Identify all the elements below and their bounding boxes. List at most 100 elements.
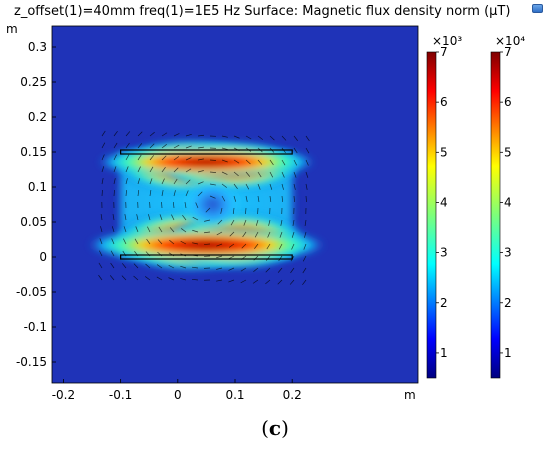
- field-arrow: [197, 158, 204, 161]
- field-arrow: [221, 159, 228, 163]
- field-arrow: [216, 243, 223, 247]
- field-arrow: [161, 132, 168, 137]
- field-arrow: [265, 267, 271, 273]
- field-arrow: [257, 171, 262, 178]
- field-arrow: [156, 276, 163, 281]
- field-arrow: [161, 178, 165, 185]
- y-tick-label: -0.1: [24, 320, 47, 334]
- field-arrow: [134, 238, 139, 245]
- caption-letter: c: [268, 416, 282, 440]
- field-arrow: [221, 195, 226, 202]
- field-arrow: [99, 238, 103, 245]
- field-arrow: [216, 255, 223, 259]
- colorbar-tick-label: 6: [440, 95, 448, 109]
- field-arrow: [145, 263, 151, 269]
- field-arrow: [110, 250, 115, 257]
- field-arrow: [100, 214, 103, 221]
- field-arrow: [197, 191, 203, 197]
- field-arrow: [305, 147, 310, 154]
- field-arrow: [293, 147, 298, 154]
- field-arrow: [269, 171, 274, 178]
- field-arrow: [305, 195, 307, 203]
- field-arrow: [197, 181, 204, 185]
- field-arrow: [281, 159, 286, 166]
- field-arrow: [124, 214, 127, 221]
- field-arrow: [149, 155, 154, 161]
- field-arrow: [137, 178, 141, 185]
- field-arrow: [191, 278, 199, 281]
- field-arrow: [233, 183, 238, 190]
- y-tick-label: -0.15: [16, 355, 47, 369]
- caption-close: ): [281, 416, 289, 440]
- field-arrow: [173, 178, 178, 185]
- colorbar-tick-label: 7: [440, 45, 448, 59]
- field-arrow: [245, 171, 251, 177]
- field-arrow: [111, 226, 115, 233]
- field-arrow: [169, 227, 175, 233]
- field-arrow: [169, 239, 175, 245]
- y-tick-label: 0.15: [20, 145, 47, 159]
- field-arrow: [233, 171, 239, 177]
- field-arrow: [281, 183, 284, 190]
- colorbar-2-gradient: [490, 51, 501, 379]
- field-arrow: [113, 142, 118, 149]
- field-arrow: [240, 267, 247, 272]
- field-arrow: [205, 207, 211, 213]
- colorbar-1-ticks: 1 2 3 4 5 6 7: [440, 45, 448, 360]
- field-arrow: [228, 255, 235, 260]
- field-arrows-layer: [98, 130, 310, 285]
- field-arrow: [293, 183, 296, 190]
- colorbar-tick-label: 2: [440, 296, 448, 310]
- colorbar-tick-label: 1: [440, 346, 448, 360]
- field-arrow: [137, 190, 140, 197]
- field-arrow: [149, 131, 155, 137]
- field-arrow: [257, 183, 261, 190]
- colorbar-tick-label: 2: [504, 296, 512, 310]
- field-arrow: [293, 195, 295, 203]
- field-arrow: [113, 178, 116, 185]
- field-arrow: [291, 231, 295, 238]
- field-arrow: [135, 226, 139, 233]
- colorbar-tick-label: 3: [504, 246, 512, 260]
- field-arrow: [302, 255, 307, 262]
- field-arrow: [203, 243, 211, 245]
- field-arrow: [123, 238, 127, 245]
- field-arrow: [137, 143, 143, 149]
- field-arrow: [266, 243, 271, 250]
- field-arrow: [180, 278, 187, 281]
- chart-title: z_offset(1)=40mm freq(1)=1E5 Hz Surface:…: [14, 4, 511, 19]
- field-arrow: [133, 275, 139, 281]
- field-arrow: [304, 219, 307, 226]
- field-arrow: [110, 262, 115, 269]
- field-arrow: [168, 277, 175, 281]
- field-arrow: [228, 279, 235, 283]
- y-tick-label: 0: [39, 250, 47, 264]
- chart-settings-icon[interactable]: [532, 4, 543, 13]
- field-arrow: [192, 242, 199, 245]
- field-arrow: [221, 147, 228, 150]
- field-arrow: [192, 266, 199, 269]
- field-arrow: [257, 159, 263, 165]
- x-axis: -0.2 -0.1 0 0.1 0.2: [52, 379, 302, 402]
- field-arrow: [291, 243, 295, 250]
- x-tick-label: -0.1: [109, 388, 132, 402]
- field-arrow: [125, 189, 127, 197]
- field-arrow: [305, 171, 309, 178]
- field-arrow: [305, 159, 309, 166]
- field-arrow: [233, 195, 237, 202]
- field-arrow: [109, 275, 115, 281]
- field-arrow: [279, 231, 283, 238]
- field-arrow: [149, 143, 155, 149]
- field-arrow: [254, 231, 259, 238]
- colorbar-tick-label: 7: [504, 45, 512, 59]
- field-arrow: [113, 130, 118, 137]
- field-arrow: [269, 159, 274, 166]
- field-arrow: [133, 263, 139, 269]
- field-arrow: [161, 144, 167, 149]
- field-arrow: [122, 263, 127, 269]
- field-arrow: [290, 267, 295, 274]
- field-arrow: [158, 226, 163, 233]
- field-arrow: [185, 145, 192, 149]
- field-arrow: [245, 159, 251, 165]
